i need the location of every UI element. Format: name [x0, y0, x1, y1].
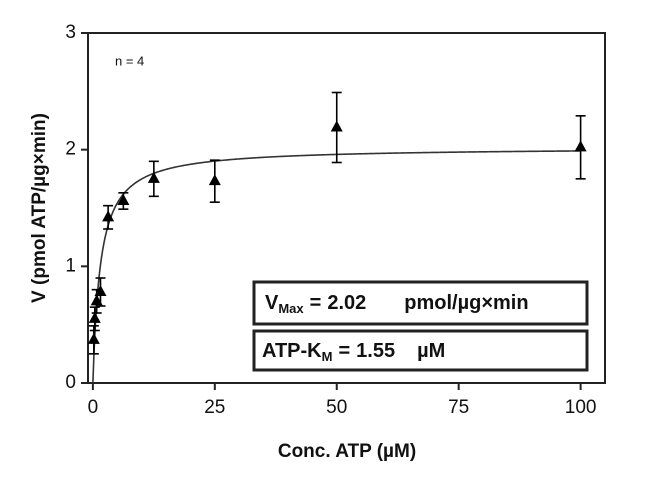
vmax-unit: pmol/µg×min: [404, 292, 528, 314]
km-value: 1.55: [356, 340, 395, 362]
x-axis-label: Conc. ATP (µM): [278, 441, 416, 462]
vmax-value: 2.02: [327, 292, 366, 314]
y-tick-label: 3: [65, 22, 76, 43]
marker: [88, 311, 101, 323]
vmax-box: [252, 280, 589, 326]
vmax-label: V: [265, 292, 279, 314]
plot-frame: [87, 32, 606, 384]
marker: [147, 171, 160, 183]
x-tick-label: 75: [448, 397, 469, 418]
x-tick-label: 25: [204, 397, 225, 418]
marker: [94, 285, 107, 296]
n-annotation: n = 4: [115, 53, 144, 68]
x-tick-label: 0: [88, 397, 99, 418]
x-tick-label: 50: [326, 397, 347, 418]
x-tick-label: 100: [565, 397, 597, 418]
vmax-sub: Max: [278, 301, 304, 316]
marker: [87, 332, 100, 344]
equals: =: [338, 340, 350, 362]
y-tick-label: 1: [65, 255, 76, 276]
km-sub: M: [322, 349, 333, 364]
km-unit: µM: [417, 340, 445, 362]
y-tick-label: 0: [65, 372, 76, 393]
km-box: [252, 329, 589, 372]
marker: [208, 174, 221, 186]
km-annotation: ATP-KM = 1.55 µM: [262, 340, 445, 364]
km-label: ATP-K: [262, 340, 322, 362]
marker: [574, 140, 587, 152]
y-tick-label: 2: [65, 139, 76, 160]
marker: [90, 294, 103, 306]
vmax-annotation: VMax = 2.02 pmol/µg×min: [265, 292, 529, 316]
equals: =: [310, 292, 322, 314]
marker: [117, 194, 130, 205]
y-axis-label: V (pmol ATP/µg×min): [29, 113, 50, 303]
marker: [330, 120, 343, 132]
marker: [102, 210, 115, 222]
